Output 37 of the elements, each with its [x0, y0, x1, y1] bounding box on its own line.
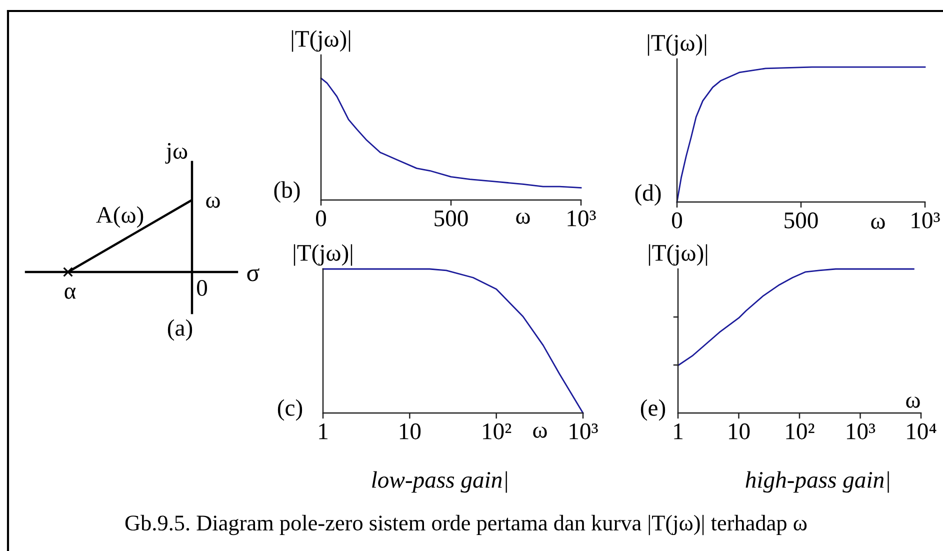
x-axis-title: ω — [906, 396, 920, 408]
text: σ — [247, 268, 260, 282]
x-tick-label: 0 — [316, 210, 326, 226]
text: (a) — [168, 319, 192, 341]
x-tick-label: 1 — [674, 424, 682, 440]
text: Gb.9.5. Diagram pole-zero sistem orde pertama dan kurva |T(jω)| terhadap ω — [125, 514, 807, 536]
x-tick-label: 10 — [729, 423, 750, 440]
y-axis-title: |T(jω)| — [648, 34, 706, 56]
x-axis-title: ω — [871, 218, 885, 229]
x-tick-label: 0 — [672, 212, 682, 228]
text: jω — [165, 143, 188, 164]
y-axis-title: |T(jω)| — [294, 244, 352, 266]
x-tick-label: 500 — [434, 210, 468, 226]
x-tick-label: 500 — [784, 212, 818, 228]
text: high-pass gain| — [746, 471, 889, 493]
text: (b) — [274, 181, 300, 203]
x-tick-label: 10³ — [570, 423, 598, 440]
text: α — [64, 288, 76, 299]
x-tick-label: 10⁴ — [907, 423, 936, 440]
x-tick-label: 10³ — [846, 423, 876, 440]
y-axis-title: |T(jω)| — [648, 244, 708, 266]
y-axis-title: |T(jω)| — [292, 30, 350, 52]
x-tick-label: 10³ — [568, 210, 596, 226]
text: (e) — [640, 399, 666, 421]
x-axis-title: ω — [533, 426, 547, 438]
text: 0 — [196, 280, 208, 296]
text: low-pass gain| — [372, 471, 507, 493]
x-axis-title: ω — [516, 212, 530, 224]
text: ω — [206, 196, 220, 208]
text: (c) — [278, 399, 302, 421]
text: A(ω) — [96, 206, 144, 228]
x-tick-label: 10 — [400, 423, 421, 440]
x-tick-label: 10² — [786, 423, 814, 440]
x-tick-label: 10³ — [912, 212, 940, 228]
x-tick-label: 1 — [319, 424, 328, 440]
text: (d) — [635, 184, 661, 206]
x-tick-label: 10² — [483, 423, 512, 440]
